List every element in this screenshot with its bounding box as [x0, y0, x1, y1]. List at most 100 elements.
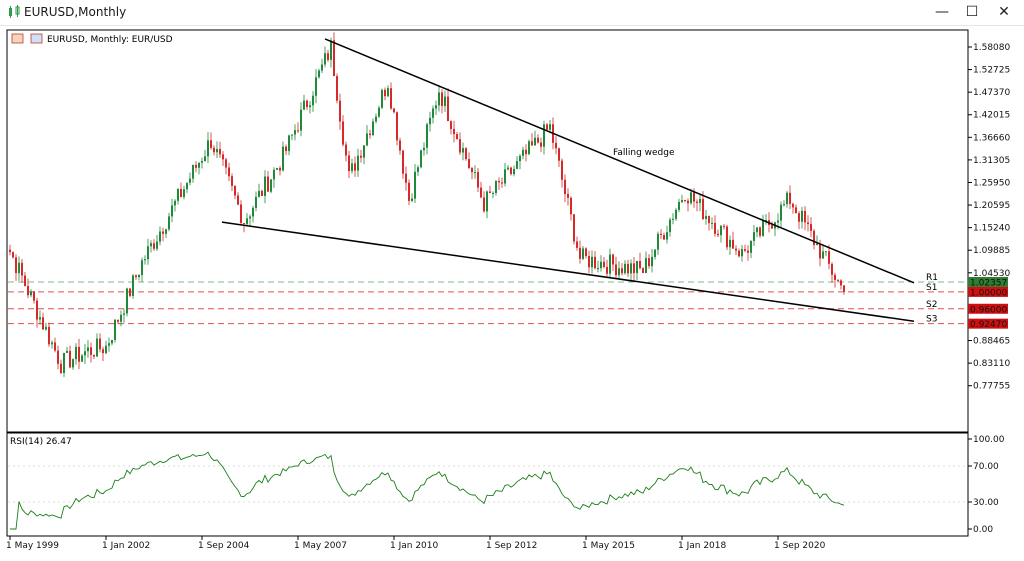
close-button[interactable]: ✕ — [988, 0, 1020, 25]
candle-body — [315, 77, 317, 96]
candle-body — [756, 227, 758, 233]
candle-body — [114, 319, 116, 340]
candle-body — [270, 179, 272, 192]
candle-body — [741, 249, 743, 257]
maximize-button[interactable]: ☐ — [956, 0, 988, 25]
candle-body — [51, 342, 53, 345]
price-axis-label: 0.77755 — [973, 382, 1010, 392]
candle-body — [246, 218, 248, 224]
candle-body — [285, 146, 287, 152]
candle-body — [411, 198, 413, 201]
candle-body — [456, 134, 458, 140]
candle-body — [447, 96, 449, 122]
candle-body — [819, 243, 821, 259]
price-axis-label: 1.47370 — [973, 88, 1010, 98]
candle-body — [204, 156, 206, 162]
candle-body — [468, 159, 470, 168]
candle-body — [780, 204, 782, 221]
candle-body — [297, 130, 299, 132]
candle-body — [267, 176, 269, 192]
close-icon: ✕ — [998, 4, 1010, 20]
candle-body — [15, 257, 17, 274]
candle-body — [705, 216, 707, 220]
price-panel[interactable] — [6, 29, 969, 433]
wedge-lower-trendline[interactable] — [221, 221, 915, 322]
candle-body — [210, 140, 212, 148]
candle-body — [504, 169, 506, 184]
candle-body — [126, 288, 128, 314]
candle-body — [681, 199, 683, 202]
chart-list-icon[interactable] — [11, 33, 24, 44]
candle-body — [120, 314, 122, 322]
price-axis-label: 1.31305 — [973, 156, 1010, 166]
candle-body — [759, 227, 761, 236]
candle-body — [42, 317, 44, 330]
candle-body — [192, 164, 194, 179]
level-tag-r1: R1 — [926, 273, 938, 283]
candle-body — [282, 146, 284, 171]
candle-body — [300, 109, 302, 131]
candle-body — [528, 141, 530, 155]
candle-body — [642, 268, 644, 274]
candle-body — [540, 142, 542, 147]
price-axis-label: 1.25950 — [973, 178, 1010, 188]
candle-body — [747, 250, 749, 253]
time-axis-label: 1 Sep 2012 — [486, 541, 537, 551]
candle-body — [291, 134, 293, 136]
candle-body — [354, 163, 356, 171]
candle-body — [603, 261, 605, 267]
price-axis-label: 0.88465 — [973, 337, 1010, 347]
candle-body — [12, 252, 14, 258]
candle-body — [645, 258, 647, 274]
candle-body — [390, 88, 392, 109]
candle-body — [162, 231, 164, 234]
price-axis-label: 1.36660 — [973, 133, 1010, 143]
candle-body — [714, 222, 716, 234]
candle-body — [144, 259, 146, 261]
candle-body — [378, 107, 380, 117]
candle-body — [669, 219, 671, 233]
level-value-s3: 0.92470 — [970, 320, 1007, 330]
level-value-s1: 1.00000 — [970, 288, 1007, 298]
candle-body — [147, 246, 149, 260]
candle-body — [288, 135, 290, 152]
candle-body — [234, 185, 236, 196]
candle-body — [750, 240, 752, 253]
candle-body — [339, 100, 341, 122]
chart-canvas[interactable]: EURUSD, Monthly: EUR/USD R1 1.02357 S1 1.00… — [0, 25, 1024, 557]
candle-body — [303, 100, 305, 110]
candle-body — [189, 178, 191, 183]
candle-body — [129, 288, 131, 297]
candle-body — [492, 193, 494, 195]
chart-window[interactable]: EURUSD, Monthly: EUR/USD R1 1.02357 S1 1.00… — [0, 25, 1024, 557]
candle-body — [522, 149, 524, 156]
candle-body — [825, 251, 827, 253]
candle-body — [654, 249, 656, 257]
candle-body — [621, 268, 623, 274]
candle-body — [141, 260, 143, 275]
chart-settings-icon[interactable] — [30, 33, 43, 44]
candle-body — [696, 201, 698, 203]
minimize-button[interactable]: — — [926, 0, 958, 25]
candle-body — [213, 147, 215, 153]
candle-body — [360, 155, 362, 158]
candle-body — [228, 167, 230, 177]
candle-body — [501, 182, 503, 184]
candle-body — [24, 275, 26, 286]
candle-body — [651, 256, 653, 267]
candle-body — [732, 239, 734, 249]
candle-body — [663, 235, 665, 240]
candle-body — [585, 248, 587, 257]
candle-body — [831, 263, 833, 275]
rsi-panel[interactable] — [6, 432, 969, 537]
candle-body — [648, 258, 650, 267]
candle-body — [678, 201, 680, 210]
candle-body — [453, 128, 455, 135]
time-axis-label: 1 May 2007 — [294, 541, 347, 551]
candle-body — [666, 232, 668, 240]
candle-body — [690, 192, 692, 204]
candle-body — [231, 176, 233, 186]
level-badge-r1 — [968, 276, 1008, 287]
wedge-upper-trendline[interactable] — [324, 38, 915, 284]
rsi-axis-label: 100.00 — [973, 435, 1005, 445]
